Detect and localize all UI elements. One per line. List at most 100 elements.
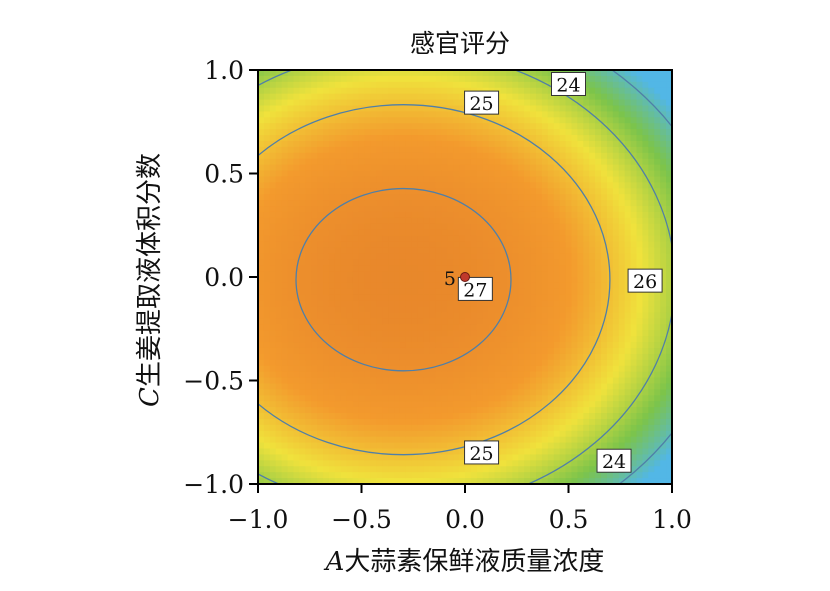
heatmap-cell — [595, 265, 602, 272]
heatmap-cell — [465, 430, 472, 438]
heatmap-cell — [299, 371, 306, 379]
heatmap-cell — [441, 371, 448, 379]
heatmap-cell — [512, 336, 519, 343]
heatmap-cell — [364, 253, 371, 260]
heatmap-cell — [654, 294, 661, 302]
heatmap-cell — [340, 288, 348, 296]
heatmap-cell — [488, 413, 496, 420]
heatmap-cell — [606, 478, 614, 484]
heatmap-cell — [512, 271, 519, 278]
heatmap-cell — [518, 454, 525, 461]
heatmap-cell — [630, 105, 638, 112]
heatmap-cell — [541, 436, 549, 444]
heatmap-cell — [293, 241, 300, 249]
heatmap-cell — [358, 123, 366, 130]
heatmap-cell — [565, 407, 573, 414]
heatmap-cell — [417, 389, 425, 396]
heatmap-cell — [648, 330, 655, 337]
heatmap-cell — [530, 277, 537, 284]
heatmap-cell — [518, 478, 525, 484]
heatmap-cell — [518, 111, 525, 118]
heatmap-cell — [470, 306, 478, 314]
heatmap-cell — [352, 229, 360, 237]
heatmap-cell — [352, 312, 360, 319]
heatmap-cell — [311, 182, 318, 189]
heatmap-cell — [630, 401, 638, 408]
heatmap-cell — [287, 430, 295, 438]
heatmap-cell — [388, 347, 395, 355]
heatmap-cell — [275, 472, 283, 479]
heatmap-cell — [423, 418, 431, 426]
heatmap-cell — [470, 389, 478, 396]
heatmap-cell — [417, 241, 425, 249]
heatmap-cell — [346, 306, 354, 314]
heatmap-cell — [618, 182, 626, 189]
heatmap-cell — [417, 454, 425, 461]
heatmap-cell — [269, 229, 277, 237]
heatmap-cell — [453, 265, 460, 272]
heatmap-cell — [553, 117, 561, 124]
heatmap-cell — [506, 253, 513, 260]
heatmap-cell — [648, 217, 655, 225]
heatmap-cell — [595, 176, 602, 183]
heatmap-cell — [376, 377, 383, 385]
heatmap-cell — [447, 336, 454, 343]
heatmap-cell — [305, 146, 312, 154]
heatmap-cell — [405, 472, 413, 479]
heatmap-cell — [258, 253, 265, 260]
heatmap-cell — [399, 235, 407, 243]
heatmap-cell — [601, 377, 608, 385]
heatmap-cell — [305, 342, 312, 349]
heatmap-cell — [494, 395, 502, 402]
heatmap-cell — [299, 407, 306, 414]
heatmap-cell — [388, 158, 395, 166]
heatmap-cell — [364, 312, 371, 319]
heatmap-cell — [506, 436, 513, 444]
heatmap-cell — [494, 330, 502, 337]
heatmap-cell — [518, 235, 525, 243]
heatmap-cell — [364, 93, 371, 101]
heatmap-cell — [642, 383, 649, 390]
heatmap-cell — [281, 217, 289, 225]
heatmap-cell — [476, 164, 484, 172]
heatmap-cell — [589, 418, 596, 426]
heatmap-cell — [524, 105, 531, 112]
heatmap-cell — [258, 401, 265, 408]
heatmap-cell — [311, 377, 318, 385]
heatmap-cell — [648, 294, 655, 302]
heatmap-cell — [323, 271, 330, 278]
heatmap-cell — [447, 318, 454, 325]
heatmap-cell — [524, 253, 531, 260]
heatmap-cell — [370, 229, 377, 237]
heatmap-cell — [340, 75, 348, 83]
heatmap-cell — [435, 347, 442, 355]
heatmap-cell — [311, 117, 318, 124]
heatmap-cell — [601, 294, 608, 302]
heatmap-cell — [299, 93, 306, 101]
heatmap-cell — [287, 395, 295, 402]
heatmap-cell — [642, 211, 649, 219]
heatmap-cell — [565, 436, 573, 444]
heatmap-cell — [459, 140, 466, 148]
heatmap-cell — [376, 146, 383, 154]
heatmap-cell — [429, 277, 437, 284]
heatmap-cell — [334, 401, 342, 408]
heatmap-cell — [506, 330, 513, 337]
heatmap-cell — [595, 330, 602, 337]
heatmap-cell — [465, 365, 472, 373]
heatmap-cell — [370, 259, 377, 266]
heatmap-cell — [654, 424, 661, 432]
heatmap-cell — [530, 93, 537, 101]
heatmap-cell — [346, 188, 354, 195]
heatmap-cell — [500, 383, 507, 390]
heatmap-cell — [530, 117, 537, 124]
heatmap-cell — [589, 253, 596, 260]
heatmap-cell — [506, 324, 513, 331]
heatmap-cell — [465, 336, 472, 343]
heatmap-cell — [275, 158, 283, 166]
heatmap-cell — [317, 277, 324, 284]
heatmap-cell — [654, 135, 661, 142]
heatmap-cell — [541, 454, 549, 461]
heatmap-cell — [447, 75, 454, 83]
heatmap-cell — [482, 129, 490, 136]
